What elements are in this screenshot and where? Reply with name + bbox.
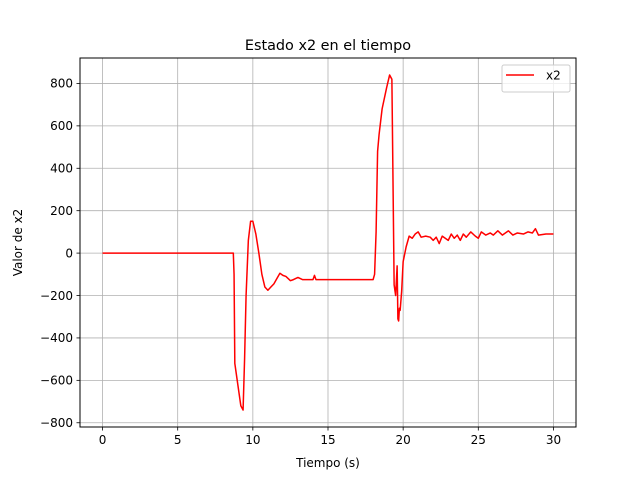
series-layer: [102, 74, 554, 411]
y-tick-label: −400: [40, 331, 73, 345]
x-axis-label: Tiempo (s): [295, 456, 360, 470]
y-tick-label: −800: [40, 416, 73, 430]
x-tick-label: 10: [245, 433, 260, 447]
x-tick-label: 30: [546, 433, 561, 447]
legend-box: [501, 64, 571, 93]
y-tick-label: 0: [65, 246, 73, 260]
y-tick-label: 400: [50, 162, 73, 176]
y-tick-label: −600: [40, 374, 73, 388]
chart-title: Estado x2 en el tiempo: [245, 38, 411, 54]
y-tick-label: 800: [50, 77, 73, 91]
series-line-x2: [102, 74, 554, 411]
legend: x2: [501, 64, 571, 93]
x-tick-label: 15: [320, 433, 335, 447]
legend-label-x2: x2: [546, 69, 561, 83]
x-axis-ticks: 0 5 10 15 20 25 30: [99, 427, 561, 447]
grid-lines: [80, 58, 576, 427]
x-tick-label: 20: [396, 433, 411, 447]
y-tick-label: 200: [50, 204, 73, 218]
y-tick-label: −200: [40, 289, 73, 303]
y-axis-label: Valor de x2: [11, 209, 25, 277]
x-tick-label: 25: [471, 433, 486, 447]
x-tick-label: 5: [174, 433, 182, 447]
y-axis-ticks: −800 −600 −400 −200 0 200 400 600 800: [40, 77, 80, 430]
x-tick-label: 0: [99, 433, 107, 447]
y-tick-label: 600: [50, 119, 73, 133]
